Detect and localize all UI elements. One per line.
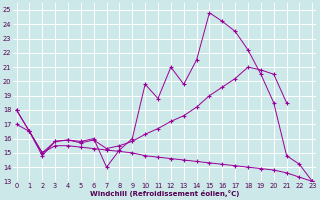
X-axis label: Windchill (Refroidissement éolien,°C): Windchill (Refroidissement éolien,°C) xyxy=(90,190,239,197)
